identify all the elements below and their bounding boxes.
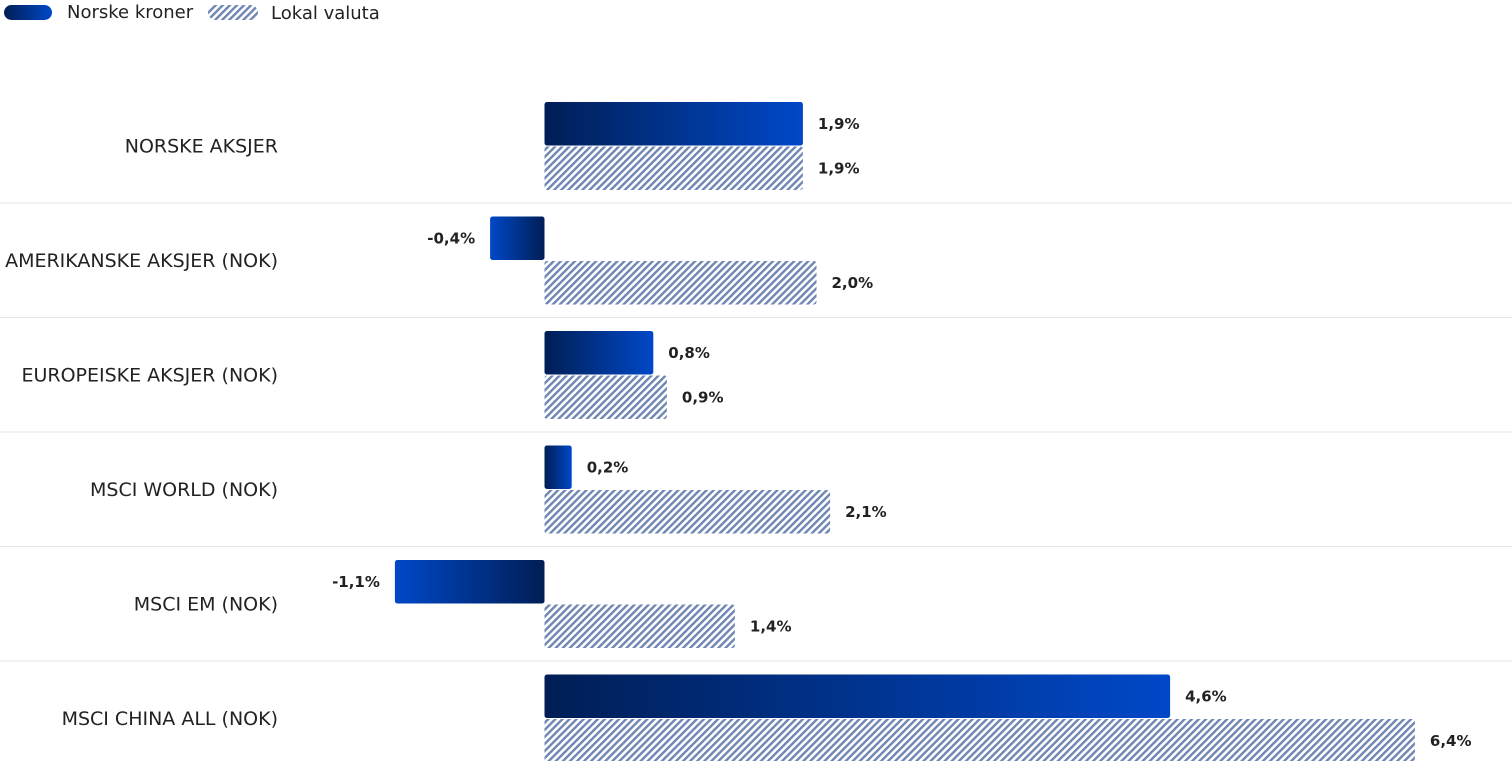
value-labels: 1,9% 1,9% -0,4% 2,0% 0,8% 0,9% 0,2% 2,1% -1,1% 1,… (332, 115, 1471, 750)
value-label-lokal-valuta-amerikanske-aksjer-nok: 2,0% (832, 274, 874, 292)
row-separators (0, 202, 1512, 662)
bar-norske-kroner-msci-china-all-nok (544, 674, 1171, 718)
value-label-norske-kroner-norske-aksjer: 1,9% (818, 115, 860, 133)
bar-lokal-valuta-msci-world-nok (544, 490, 831, 534)
legend: Norske kroner Lokal valuta (4, 2, 380, 24)
value-label-lokal-valuta-msci-world-nok: 2,1% (845, 503, 887, 521)
value-label-lokal-valuta-norske-aksjer: 1,9% (818, 159, 860, 177)
legend-swatch-lokal-valuta (208, 5, 258, 20)
bar-lokal-valuta-msci-china-all-nok (544, 719, 1415, 761)
bar-lokal-valuta-norske-aksjer (544, 146, 803, 190)
category-label-msci-china-all-nok: MSCI CHINA ALL (NOK) (62, 708, 278, 730)
category-label-amerikanske-aksjer-nok: AMERIKANSKE AKSJER (NOK) (5, 250, 278, 272)
bar-norske-kroner-europeiske-aksjer-nok (544, 331, 654, 375)
category-label-msci-world-nok: MSCI WORLD (NOK) (90, 479, 278, 501)
bar-lokal-valuta-amerikanske-aksjer-nok (544, 261, 817, 305)
value-label-lokal-valuta-europeiske-aksjer-nok: 0,9% (682, 388, 724, 406)
value-label-norske-kroner-europeiske-aksjer-nok: 0,8% (668, 344, 710, 362)
legend-label-lokal-valuta: Lokal valuta (271, 3, 380, 24)
bar-norske-kroner-msci-em-nok (394, 560, 545, 604)
legend-swatch-norske-kroner (4, 5, 52, 20)
bar-norske-kroner-norske-aksjer (544, 102, 803, 146)
value-label-norske-kroner-msci-world-nok: 0,2% (587, 458, 629, 476)
bar-lokal-valuta-msci-em-nok (544, 604, 735, 648)
bars (394, 102, 1415, 761)
bar-norske-kroner-amerikanske-aksjer-nok (490, 216, 545, 260)
value-label-norske-kroner-amerikanske-aksjer-nok: -0,4% (427, 229, 475, 247)
category-label-msci-em-nok: MSCI EM (NOK) (134, 593, 278, 615)
value-label-norske-kroner-msci-china-all-nok: 4,6% (1185, 687, 1227, 705)
bar-lokal-valuta-europeiske-aksjer-nok (544, 375, 667, 419)
bar-norske-kroner-msci-world-nok (544, 445, 572, 489)
value-label-norske-kroner-msci-em-nok: -1,1% (332, 573, 380, 591)
category-labels: NORSKE AKSJER AMERIKANSKE AKSJER (NOK) EUR… (5, 135, 278, 730)
value-label-lokal-valuta-msci-china-all-nok: 6,4% (1430, 732, 1472, 750)
category-label-europeiske-aksjer-nok: EUROPEISKE AKSJER (NOK) (21, 364, 278, 386)
category-label-norske-aksjer: NORSKE AKSJER (125, 135, 278, 157)
legend-label-norske-kroner: Norske kroner (67, 2, 194, 23)
value-label-lokal-valuta-msci-em-nok: 1,4% (750, 617, 792, 635)
